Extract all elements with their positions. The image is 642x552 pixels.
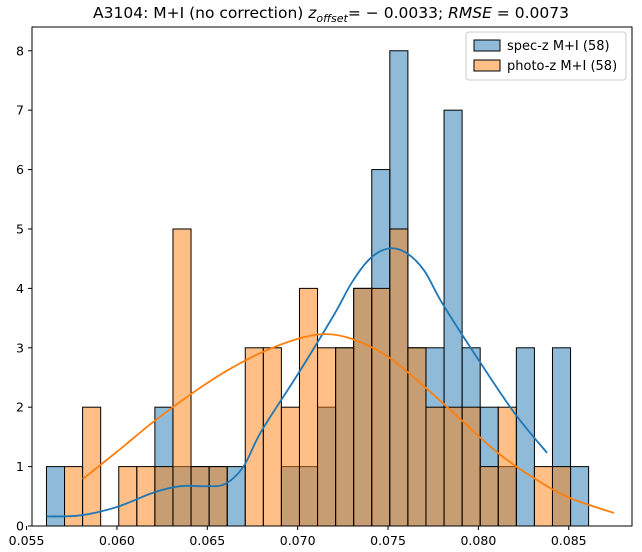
legend-swatch-spec — [473, 39, 501, 52]
x-tick-label: 0.075 — [370, 533, 406, 548]
spec-bar — [515, 347, 535, 527]
photo-bar — [425, 406, 445, 527]
y-tick-label: 0 — [16, 519, 24, 534]
photo-bar — [262, 347, 282, 527]
photo-bar — [461, 406, 481, 527]
x-axis-ticks: 0.055 0.060 0.065 0.070 0.075 0.080 0.085 — [9, 526, 587, 548]
chart-title: A3104: M+I (no correction) zoffset= − 0.… — [93, 4, 569, 25]
photo-bar — [371, 287, 391, 527]
y-tick-label: 6 — [16, 162, 24, 177]
plot-frame — [31, 26, 633, 527]
photo-bar — [244, 347, 264, 527]
x-tick-label: 0.055 — [9, 533, 45, 548]
photo-kde-line — [82, 333, 615, 514]
photo-bar — [154, 466, 174, 527]
photo-bar — [389, 228, 409, 527]
y-tick-label: 7 — [16, 103, 24, 118]
photo-bar — [172, 228, 192, 527]
legend-label-photo: photo-z M+I (58) — [507, 59, 617, 74]
y-tick-label: 3 — [16, 340, 24, 355]
spec-bar — [570, 466, 590, 527]
legend-swatch-photo — [473, 59, 501, 72]
x-tick-label: 0.080 — [460, 533, 496, 548]
photo-bar — [208, 466, 228, 527]
photo-bar — [118, 466, 138, 527]
photo-bar — [533, 466, 553, 527]
legend-label-spec: spec-z M+I (58) — [507, 39, 610, 54]
photo-bar — [497, 406, 517, 527]
x-tick-label: 0.085 — [551, 533, 587, 548]
y-tick-label: 4 — [16, 281, 24, 296]
photo-bar — [353, 287, 373, 527]
x-tick-label: 0.060 — [99, 533, 135, 548]
y-tick-label: 8 — [16, 43, 24, 58]
photo-bar — [190, 466, 210, 527]
legend-box — [465, 31, 627, 81]
y-tick-label: 2 — [16, 400, 24, 415]
y-tick-label: 1 — [16, 459, 24, 474]
x-tick-label: 0.065 — [189, 533, 225, 548]
photo-bar — [317, 347, 337, 527]
legend: spec-z M+I (58) photo-z M+I (58) — [465, 31, 627, 81]
x-tick-label: 0.070 — [280, 533, 316, 548]
spec-kde-line — [46, 247, 548, 518]
kde-curves — [46, 247, 615, 518]
photo-bar — [298, 287, 319, 527]
photo-bar — [335, 347, 355, 527]
photo-bar — [280, 406, 300, 527]
photo-bar — [443, 406, 463, 527]
photo-bar — [479, 466, 499, 527]
y-axis-ticks: 0 1 2 3 4 5 6 7 8 — [16, 43, 32, 534]
y-tick-label: 5 — [16, 221, 24, 236]
